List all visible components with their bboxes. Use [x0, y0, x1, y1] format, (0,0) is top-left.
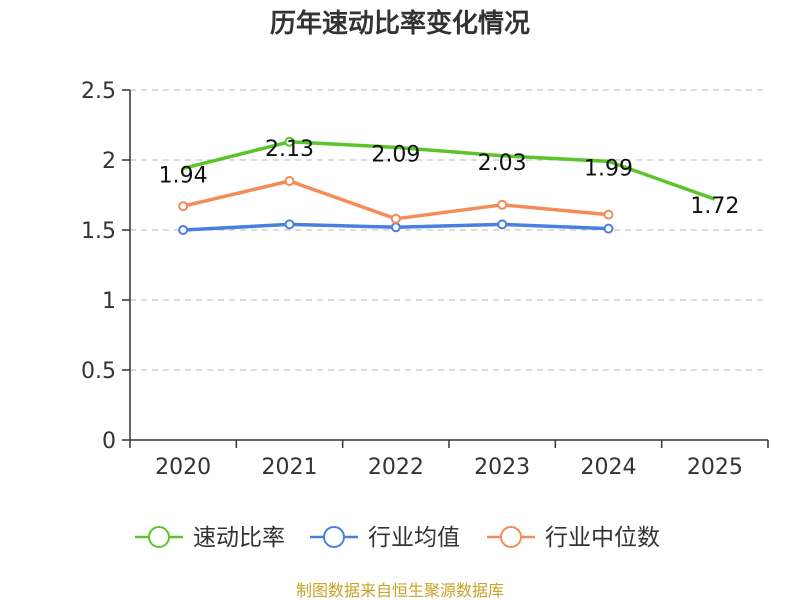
axes: 0 0.5 1 1.5 2 2.5 2020 2021 2022 2023 2024 2025 [81, 79, 769, 480]
data-labels: 1.94 2.13 2.09 2.03 1.99 1.72 [159, 137, 740, 219]
y-tick-label: 2 [102, 149, 116, 174]
data-point-1 [497, 219, 508, 230]
data-point-1 [178, 225, 189, 235]
data-point-2 [390, 213, 401, 224]
data-point-2 [497, 199, 508, 210]
y-tick-label: 2.5 [81, 79, 116, 104]
series-line-2 [182, 179, 609, 221]
legend-marker-icon [500, 526, 522, 548]
data-label: 2.09 [371, 142, 420, 167]
x-tick-label: 2022 [368, 455, 424, 480]
data-label: 2.13 [265, 137, 314, 162]
data-point-2 [603, 209, 614, 220]
chart-title: 历年速动比率变化情况 [270, 8, 530, 39]
x-tick-label: 2025 [687, 455, 743, 480]
legend-label: 速动比率 [193, 525, 285, 551]
x-tick-label: 2020 [155, 455, 211, 480]
data-point-0 [284, 136, 295, 147]
legend-marker-icon [323, 526, 345, 548]
data-point-2 [284, 176, 295, 186]
source-note: 制图数据来自恒生聚源数据库 [296, 581, 504, 600]
grid-lines [130, 89, 768, 371]
y-tick-label: 1 [102, 289, 116, 314]
series-layer [178, 136, 716, 235]
y-tick-label: 0 [102, 429, 116, 454]
y-tick-label: 0.5 [81, 359, 116, 384]
data-point-1 [603, 223, 614, 234]
legend-label: 行业均值 [368, 525, 460, 551]
legend: 速动比率 行业均值 行业中位数 [135, 525, 660, 551]
series-line-0 [182, 140, 716, 201]
x-tick-label: 2024 [581, 455, 637, 480]
data-label: 1.99 [584, 156, 633, 181]
data-point-1 [390, 222, 401, 233]
data-point-1 [284, 219, 295, 230]
legend-label: 行业中位数 [545, 525, 660, 551]
x-tick-label: 2021 [262, 455, 318, 480]
data-label: 1.72 [690, 194, 739, 219]
y-tick-label: 1.5 [81, 219, 116, 244]
x-tick-label: 2023 [474, 455, 530, 480]
data-point-2 [178, 201, 189, 212]
legend-marker-icon [148, 526, 170, 548]
data-label: 2.03 [478, 151, 527, 176]
data-label: 1.94 [159, 163, 208, 188]
